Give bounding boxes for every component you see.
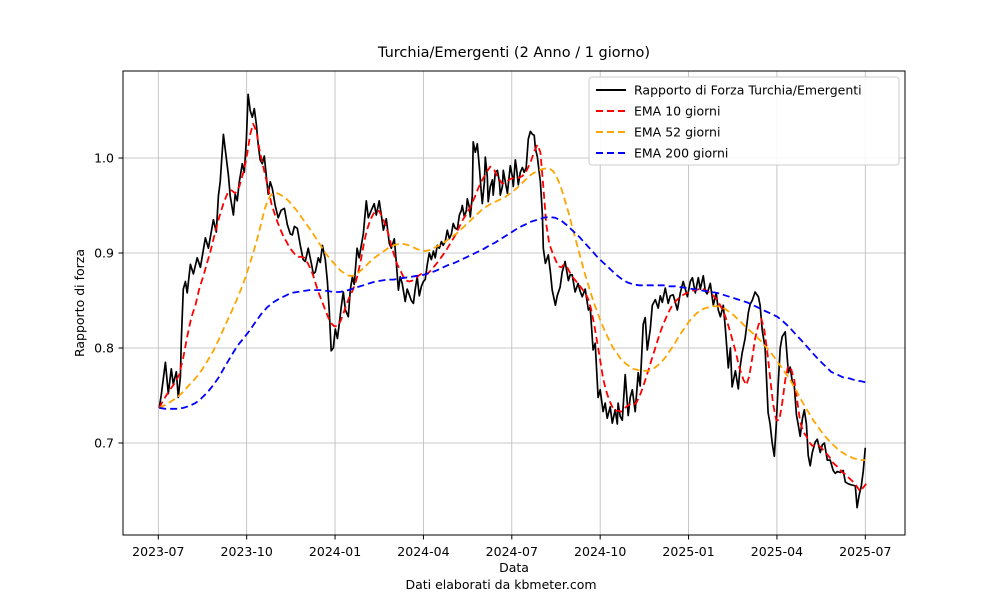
- x-tick-label: 2023-07: [132, 544, 184, 559]
- x-tick-label: 2023-10: [221, 544, 273, 559]
- legend-label: Rapporto di Forza Turchia/Emergenti: [634, 83, 862, 98]
- legend-item-ema52: EMA 52 giorni: [596, 125, 720, 140]
- y-tick-label: 1.0: [94, 151, 114, 166]
- legend-box: [588, 76, 900, 166]
- x-tick-label: 2025-04: [751, 544, 803, 559]
- series-line-3: [159, 215, 866, 410]
- legend-label: EMA 200 giorni: [634, 146, 728, 161]
- legend-label: EMA 10 giorni: [634, 104, 720, 119]
- chart-title: Turchia/Emergenti (2 Anno / 1 giorno): [377, 45, 650, 61]
- legend-label: EMA 52 giorni: [634, 125, 720, 140]
- x-tick-label: 2024-01: [309, 544, 361, 559]
- x-tick-label: 2024-10: [574, 544, 626, 559]
- chart-caption: Dati elaborati da kbmeter.com: [405, 577, 596, 592]
- x-tick-label: 2025-07: [839, 544, 891, 559]
- series-line-2: [158, 167, 866, 462]
- legend: Rapporto di Forza Turchia/Emergenti EMA …: [588, 76, 900, 166]
- y-tick-label: 0.9: [94, 246, 114, 261]
- x-axis-label: Data: [499, 560, 529, 575]
- legend-item-ema10: EMA 10 giorni: [596, 104, 720, 119]
- series-line-0: [158, 93, 867, 509]
- legend-item-ratio: Rapporto di Forza Turchia/Emergenti: [596, 83, 862, 98]
- axis-ticks: 2023-07 2023-10 2024-01 2024-04 2024-07 2024-…: [94, 151, 891, 560]
- x-tick-label: 2024-07: [486, 544, 538, 559]
- x-tick-label: 2025-01: [662, 544, 714, 559]
- x-tick-label: 2024-04: [397, 544, 449, 559]
- y-tick-label: 0.8: [94, 341, 114, 356]
- y-axis-label: Rapporto di forza: [72, 249, 87, 357]
- y-tick-label: 0.7: [94, 436, 114, 451]
- series-lines: [158, 93, 867, 509]
- legend-item-ema200: EMA 200 giorni: [596, 146, 728, 161]
- series-line-1: [158, 122, 867, 493]
- plot-area-border: [122, 70, 906, 536]
